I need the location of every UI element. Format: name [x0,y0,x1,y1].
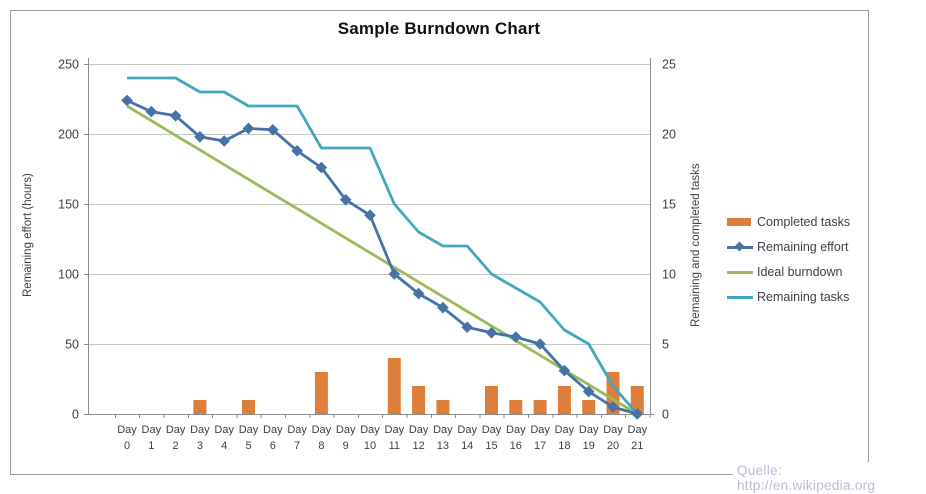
svg-text:10: 10 [662,268,676,282]
legend-label: Remaining tasks [757,290,850,304]
svg-text:100: 100 [58,268,79,282]
chart-title: Sample Burndown Chart [337,19,541,38]
gridlines [88,64,650,345]
chart-frame [10,10,869,475]
legend-label: Ideal burndown [757,265,843,279]
svg-text:15: 15 [662,198,676,212]
svg-text:20: 20 [662,128,676,142]
svg-text:5: 5 [662,338,669,352]
remaining-tasks-line [127,76,639,415]
watermark-source: Quelle: http://en.wikipedia.org [733,462,926,494]
remaining-effort-line [121,94,644,420]
ideal-burndown-swatch-icon [727,264,753,280]
left-axis-tick-labels: 0 50 100 150 200 250 [58,58,79,422]
completed-tasks-swatch-icon [727,214,753,230]
svg-text:0: 0 [72,408,79,422]
remaining-tasks-swatch-icon [727,289,753,305]
ideal-burndown-line [126,104,639,416]
legend-item-ideal-burndown: Ideal burndown [727,264,850,280]
legend: Completed tasks Remaining effort Ideal b… [727,214,850,305]
svg-text:50: 50 [65,338,79,352]
svg-text:200: 200 [58,128,79,142]
legend-item-remaining-effort: Remaining effort [727,239,850,255]
svg-text:25: 25 [662,58,676,72]
right-axis-tick-labels: 0 5 10 15 20 25 [662,58,676,422]
svg-text:0: 0 [662,408,669,422]
svg-text:150: 150 [58,198,79,212]
remaining-effort-swatch-icon [727,239,753,255]
axes [84,58,654,418]
completed-tasks-bars [193,358,644,414]
legend-label: Completed tasks [757,215,851,229]
svg-text:250: 250 [58,58,79,72]
legend-label: Remaining effort [757,240,849,254]
legend-item-remaining-tasks: Remaining tasks [727,289,850,305]
legend-item-completed-tasks: Completed tasks [727,214,850,230]
